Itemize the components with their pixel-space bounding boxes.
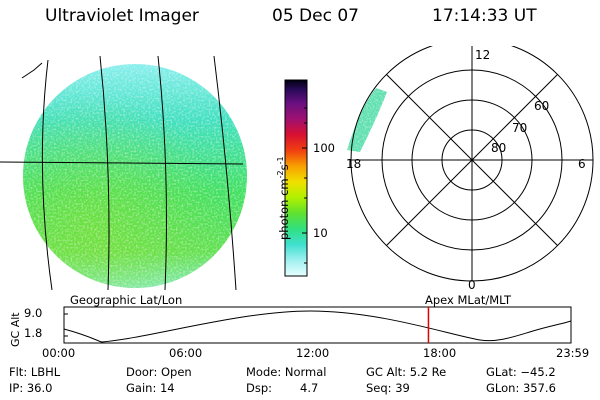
seq-info: Seq: 39 <box>366 381 410 395</box>
timeline-ytick-max: 9.0 <box>24 306 43 320</box>
timeline-plot <box>63 306 572 344</box>
apex-label: Apex MLat/MLT <box>425 293 512 307</box>
mlt-label-6: 6 <box>578 157 586 171</box>
gc-alt-info: GC Alt: 5.2 Re <box>366 365 447 379</box>
mlt-label-0: 0 <box>468 278 476 292</box>
mlt-label-18: 18 <box>346 157 361 171</box>
dsp-label: Dsp: <box>246 381 273 395</box>
colorbar-tick-100: 100 <box>313 141 335 155</box>
instrument-title: Ultraviolet Imager <box>45 6 199 26</box>
geographic-image <box>0 55 247 291</box>
timeline-ytick-min: 1.8 <box>24 326 43 340</box>
geographic-label: Geographic Lat/Lon <box>70 293 183 307</box>
timeline-axis-label: GC Alt <box>9 312 22 347</box>
date-label: 05 Dec 07 <box>272 6 359 26</box>
unit-main: photon cm <box>276 178 291 240</box>
gain-info: Gain: 14 <box>126 381 175 395</box>
polar-plot: 12 0 18 6 60 70 80 <box>346 46 594 292</box>
door-info: Door: Open <box>126 365 192 379</box>
mlat-label-70: 70 <box>512 121 527 135</box>
mode-info: Mode: Normal <box>246 365 327 379</box>
timeline-xtick-3: 18:00 <box>423 346 457 360</box>
unit-exp2: -1 <box>276 156 285 165</box>
colorbar-tick-10: 10 <box>313 226 328 240</box>
timeline-xtick-4: 23:59 <box>556 346 590 360</box>
colorbar-unit-label: photon cm-2s-1 <box>276 156 291 240</box>
timeline-xtick-2: 12:00 <box>296 346 330 360</box>
mlat-label-80: 80 <box>491 141 506 155</box>
timeline-xtick-1: 06:00 <box>169 346 203 360</box>
lat-lon-grid <box>0 55 244 291</box>
altitude-curve <box>63 310 572 343</box>
glat-info: GLat: −45.2 <box>486 365 556 379</box>
ip-info: IP: 36.0 <box>9 381 53 395</box>
unit-s: s <box>276 164 291 171</box>
glon-info: GLon: 357.6 <box>486 381 556 395</box>
mlat-label-60: 60 <box>534 99 549 113</box>
timeline-xtick-0: 00:00 <box>42 346 76 360</box>
time-label: 17:14:33 UT <box>432 6 537 26</box>
colorbar <box>284 79 308 277</box>
dsp-value: 4.7 <box>300 381 319 395</box>
mlt-label-12: 12 <box>475 48 490 62</box>
filter-info: Flt: LBHL <box>9 365 61 379</box>
unit-exp1: -2 <box>276 170 285 179</box>
